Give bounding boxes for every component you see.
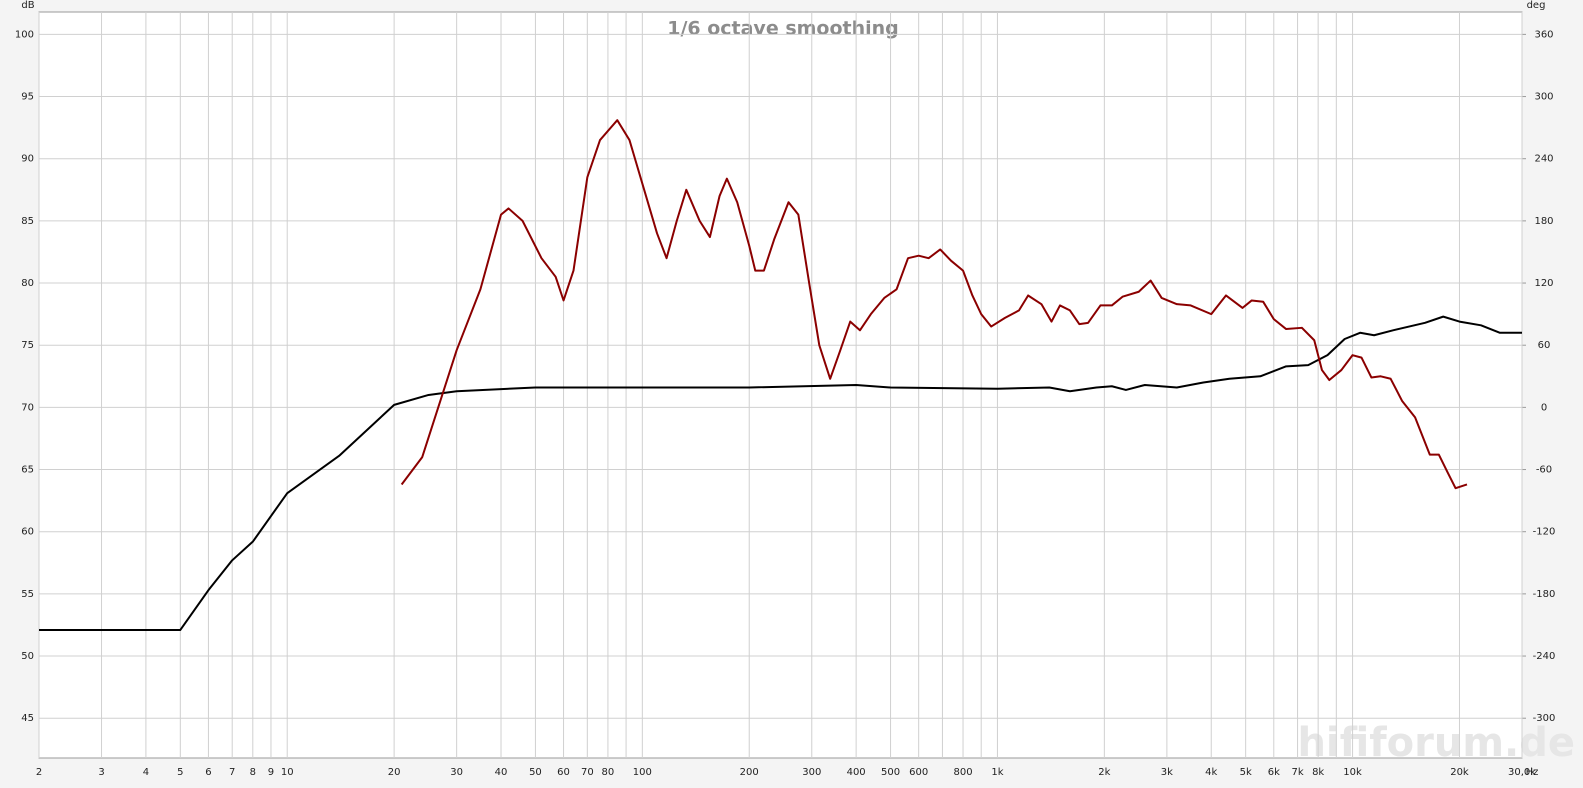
y2-tick-label: 240 [1534,154,1553,165]
x-tick-label: 300 [802,767,821,778]
y2-tick-label: -300 [1533,713,1556,724]
x-tick-label: 8 [250,767,256,778]
x-tick-label: 4k [1205,767,1217,778]
x-tick-label: 5 [177,767,183,778]
x-tick-label: 10 [281,767,294,778]
x-tick-label: 2k [1098,767,1110,778]
x-tick-label: 7 [229,767,235,778]
y-tick-label: 45 [21,713,34,724]
y2-tick-label: -60 [1536,465,1552,476]
x-tick-label: 40 [495,767,508,778]
y2-tick-label: 60 [1538,340,1551,351]
y2-tick-label: 120 [1534,278,1553,289]
y2-tick-label: -180 [1533,589,1556,600]
x-tick-label: 6k [1268,767,1280,778]
x-tick-label: 4 [143,767,149,778]
x-tick-label: 10k [1343,767,1362,778]
series-line [39,315,1522,631]
x-tick-label: 500 [881,767,900,778]
x-tick-label: 100 [633,767,652,778]
y-tick-label: 100 [15,29,34,40]
x-tick-label: 2 [36,767,42,778]
x-tick-label: 50 [529,767,542,778]
x-tick-label: 800 [953,767,972,778]
y-tick-label: 80 [21,278,34,289]
x-tick-label: 70 [581,767,594,778]
series-line [400,119,1468,490]
x-tick-label: 7k [1291,767,1303,778]
y-tick-label: 55 [21,589,34,600]
x-tick-label: 8k [1312,767,1324,778]
x-tick-label: 3 [98,767,104,778]
x-tick-label: 3k [1161,767,1173,778]
x-tick-label: 1k [991,767,1003,778]
y-tick-label: 95 [21,92,34,103]
x-tick-label: 9 [268,767,274,778]
chart-title: 1/6 octave smoothing [667,18,899,40]
watermark: hififorum.de [1297,720,1575,766]
y-tick-label: 60 [21,527,34,538]
x-tick-label: 6 [205,767,211,778]
y-tick-label: 90 [21,154,34,165]
plot-area [38,11,1523,759]
x-tick-label: 200 [740,767,759,778]
y2-tick-label: -240 [1533,651,1556,662]
x-axis-label: Hz [1526,767,1539,778]
y-tick-label: 85 [21,216,34,227]
y-tick-label: 65 [21,465,34,476]
y-axis-label: dB [21,0,34,11]
y2-tick-label: 360 [1534,29,1553,40]
y-tick-label: 70 [21,402,34,413]
y2-tick-label: -120 [1533,527,1556,538]
x-tick-label: 30,0k [1508,767,1536,778]
x-tick-label: 20 [388,767,401,778]
y2-axis-label: deg [1527,0,1546,11]
y2-tick-label: 0 [1541,402,1547,413]
x-tick-label: 400 [847,767,866,778]
x-tick-label: 20k [1450,767,1469,778]
y2-tick-label: 300 [1534,92,1553,103]
x-tick-label: 600 [909,767,928,778]
y2-tick-label: 180 [1534,216,1553,227]
y-tick-label: 50 [21,651,34,662]
x-tick-label: 30 [450,767,463,778]
x-tick-label: 80 [602,767,615,778]
x-tick-label: 60 [557,767,570,778]
x-tick-label: 5k [1240,767,1252,778]
y-tick-label: 75 [21,340,34,351]
